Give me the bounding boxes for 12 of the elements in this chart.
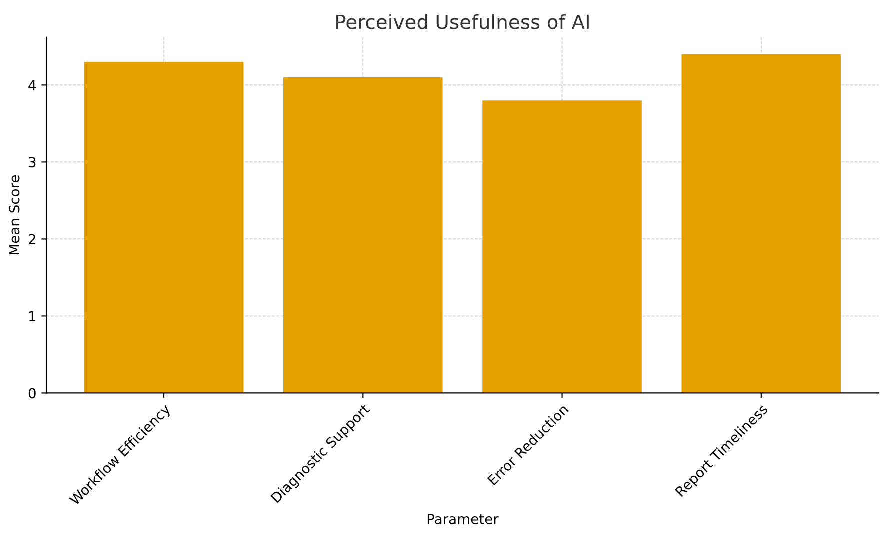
bar (84, 62, 244, 394)
y-tick-label: 3 (29, 157, 36, 168)
y-tick-label: 0 (28, 388, 36, 399)
y-tick-label: 1 (30, 311, 36, 322)
chart-title: Perceived Usefulness of AI (336, 14, 589, 30)
bar (682, 54, 842, 394)
y-tick-label: 2 (29, 234, 36, 244)
y-tick-label: 4 (28, 80, 36, 90)
bar (284, 77, 443, 394)
x-axis-title: Parameter (428, 514, 499, 524)
bar (482, 100, 642, 394)
y-axis-title: Mean Score (9, 176, 20, 255)
